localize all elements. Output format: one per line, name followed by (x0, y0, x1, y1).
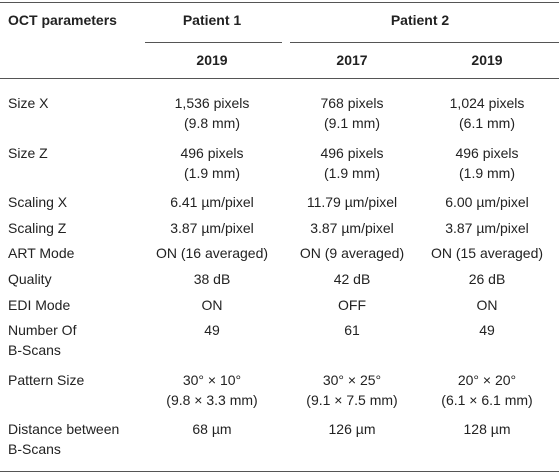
row-label: Number Of (8, 322, 77, 338)
row-label: Size X (8, 95, 49, 111)
header-year: 2019 (471, 52, 503, 68)
cell: (9.8 × 3.3 mm) (166, 392, 258, 408)
cell: (6.1 mm) (459, 115, 515, 131)
cell: 496 pixels (455, 145, 519, 161)
cell: 768 pixels (320, 95, 384, 111)
cell: (9.8 mm) (184, 115, 240, 131)
row-label: Size Z (8, 145, 48, 161)
row-label: ART Mode (8, 245, 75, 261)
cell: (1.9 mm) (184, 165, 240, 181)
cell: 26 dB (468, 271, 506, 287)
rule (0, 78, 559, 79)
header-patient: Patient 1 (182, 12, 242, 28)
cell: OFF (338, 297, 366, 313)
cell: ON (476, 297, 498, 313)
header-label: OCT parameters (8, 12, 117, 28)
rule (0, 2, 559, 3)
row-label: Scaling Z (8, 220, 67, 236)
header-year: 2017 (336, 52, 368, 68)
cell: ON (201, 297, 223, 313)
cell: 496 pixels (320, 145, 384, 161)
row-label: EDI Mode (8, 297, 71, 313)
row-label: B-Scans (8, 342, 61, 358)
cell: 42 dB (333, 271, 371, 287)
rule (290, 42, 559, 43)
cell: 49 (204, 322, 220, 338)
row-label: Distance between (8, 421, 120, 437)
cell: 49 (479, 322, 495, 338)
row-label: Pattern Size (8, 372, 85, 388)
cell: 30° × 10° (182, 372, 242, 388)
rule (0, 471, 559, 472)
row-label: Quality (8, 271, 52, 287)
cell: (9.1 mm) (324, 115, 380, 131)
cell: 61 (344, 322, 360, 338)
cell: 20° × 20° (457, 372, 517, 388)
cell: (1.9 mm) (324, 165, 380, 181)
cell: ON (15 averaged) (430, 245, 544, 261)
cell: 3.87 µm/pixel (170, 220, 254, 236)
cell: 126 µm (328, 421, 376, 437)
cell: (9.1 × 7.5 mm) (306, 392, 398, 408)
cell: 496 pixels (180, 145, 244, 161)
cell: ON (9 averaged) (299, 245, 405, 261)
cell: 68 µm (192, 421, 232, 437)
cell: 1,024 pixels (449, 95, 525, 111)
header-year: 2019 (196, 52, 228, 68)
cell: 128 µm (463, 421, 511, 437)
cell: 1,536 pixels (174, 95, 250, 111)
cell: 30° × 25° (322, 372, 382, 388)
row-label: Scaling X (8, 194, 68, 210)
cell: 6.00 µm/pixel (445, 194, 529, 210)
header-patient: Patient 2 (390, 12, 450, 28)
cell: (6.1 × 6.1 mm) (441, 392, 533, 408)
cell: 3.87 µm/pixel (310, 220, 394, 236)
row-label: B-Scans (8, 441, 61, 457)
cell: ON (16 averaged) (155, 245, 269, 261)
cell: 11.79 µm/pixel (306, 194, 398, 210)
cell: 3.87 µm/pixel (445, 220, 529, 236)
cell: 38 dB (193, 271, 231, 287)
rule (145, 42, 282, 43)
cell: 6.41 µm/pixel (170, 194, 254, 210)
cell: (1.9 mm) (459, 165, 515, 181)
